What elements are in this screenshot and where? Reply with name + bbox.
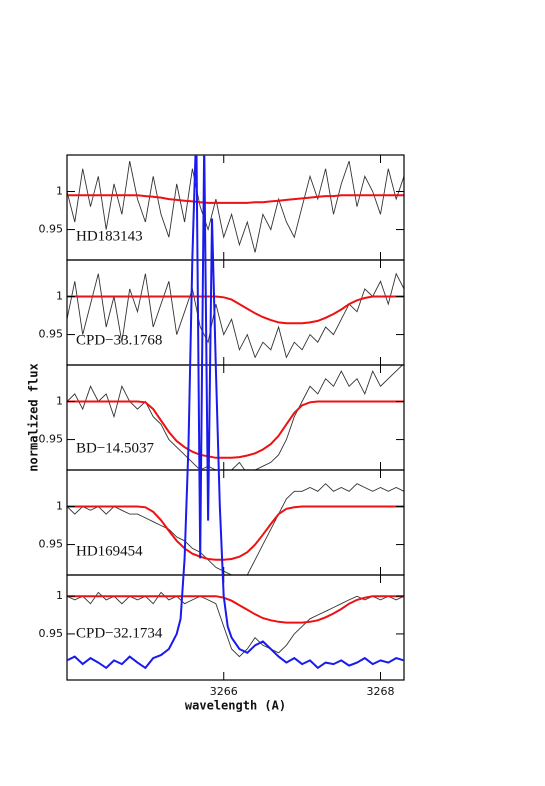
- observed-spectrum: [67, 160, 404, 253]
- y-tick-label: 0.95: [39, 627, 64, 640]
- observed-spectrum: [67, 365, 404, 470]
- star-name: CPD−32.1734: [76, 625, 163, 641]
- panel: 0.95 1 3266 3268 CPD−32.1734: [39, 574, 405, 698]
- model-spectrum: [67, 400, 404, 459]
- observed-spectrum: [67, 483, 404, 575]
- panel: 0.95 1 HD183143: [39, 154, 405, 261]
- y-tick-label: 1: [56, 395, 63, 408]
- observed-spectrum: [67, 591, 404, 658]
- y-tick-label: 0.95: [39, 433, 64, 446]
- y-axis-label: normalized flux: [27, 363, 41, 471]
- panel: 0.95 1 BD−14.5037: [39, 364, 405, 471]
- y-tick-label: 0.95: [39, 223, 64, 236]
- star-name: BD−14.5037: [76, 440, 155, 456]
- model-spectrum: [67, 194, 404, 204]
- y-tick-label: 0.95: [39, 538, 64, 551]
- y-tick-label: 1: [56, 500, 63, 513]
- panel-frame: [66, 574, 405, 681]
- y-tick-label: 1: [56, 290, 63, 303]
- panel: 0.95 1 HD169454: [39, 469, 405, 576]
- star-name: CPD−33.1768: [76, 332, 162, 348]
- x-tick-label: 3268: [366, 685, 394, 698]
- model-spectrum: [67, 295, 404, 325]
- observed-spectrum: [67, 272, 404, 359]
- model-spectrum: [67, 595, 404, 624]
- emission-spectrum: [67, 155, 404, 670]
- x-tick-label: 3266: [210, 685, 238, 698]
- panel: 0.95 1 CPD−33.1768: [39, 259, 405, 366]
- star-name: HD169454: [76, 543, 143, 559]
- panel-frame: [66, 259, 405, 366]
- x-axis-label: wavelength (A): [185, 699, 286, 713]
- y-tick-label: 1: [56, 589, 63, 602]
- model-spectrum: [67, 505, 404, 561]
- y-tick-label: 0.95: [39, 328, 64, 341]
- star-name: HD183143: [76, 228, 143, 244]
- y-tick-label: 1: [56, 185, 63, 198]
